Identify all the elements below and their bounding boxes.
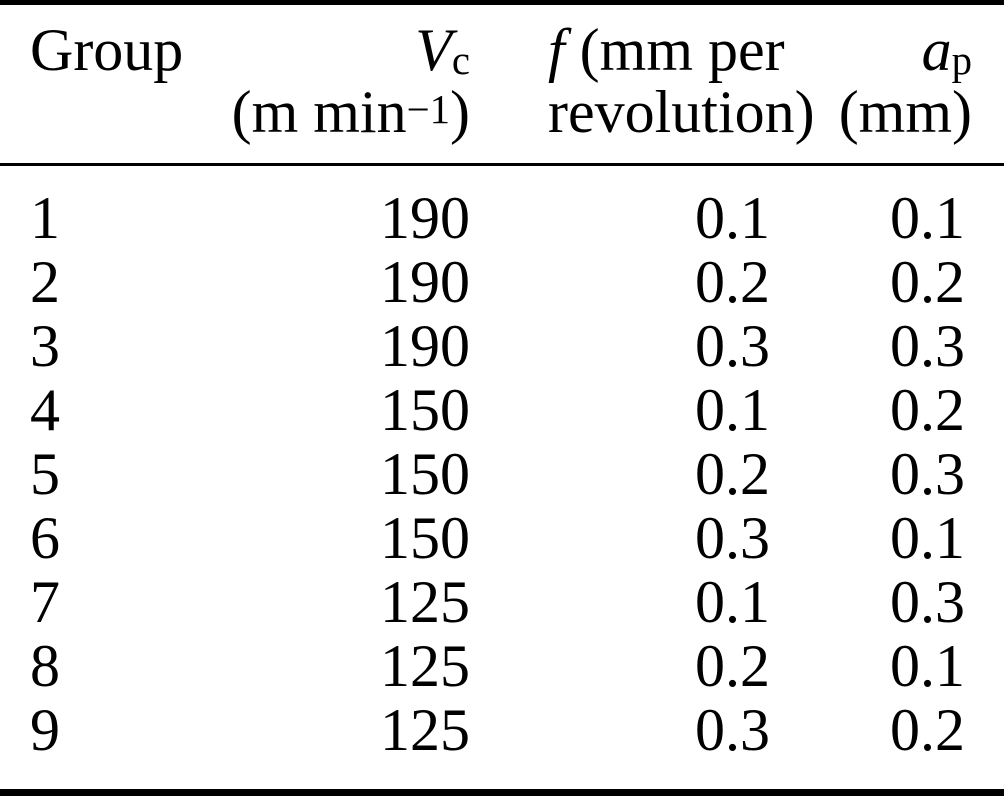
table-row: 9 125 0.3 0.2 [0,698,1004,762]
experiment-parameters-table: Group Vc (m min−1) f (mm per revolution)… [0,5,1004,762]
table-row: 6 150 0.3 0.1 [0,506,1004,570]
cell-cutting-speed: 125 [380,697,470,763]
vc-symbol: V [415,17,452,83]
cell-cutting-speed: 150 [380,441,470,507]
vc-symbol-line: Vc [200,19,470,81]
f-symbol-line: f (mm per [548,17,785,83]
column-header-feed-rate: f (mm per revolution) [470,5,815,166]
table-top-rule [0,0,1004,5]
f-symbol: f [548,17,565,83]
ap-unit-line: (mm) [838,79,972,145]
table-header: Group Vc (m min−1) f (mm per revolution)… [0,5,1004,166]
cell-depth-of-cut: 0.2 [890,377,965,443]
cell-group: 8 [30,633,60,699]
cell-depth-of-cut: 0.3 [890,569,965,635]
cell-depth-of-cut: 0.2 [890,697,965,763]
cell-cutting-speed: 150 [380,377,470,443]
cell-feed-rate: 0.3 [695,313,770,379]
cell-feed-rate: 0.2 [695,633,770,699]
table-row: 3 190 0.3 0.3 [0,314,1004,378]
cell-feed-rate: 0.1 [695,377,770,443]
cell-group: 5 [30,441,60,507]
vc-subscript: c [451,37,470,83]
table-row: 1 190 0.1 0.1 [0,165,1004,251]
table-row: 5 150 0.2 0.3 [0,442,1004,506]
cell-depth-of-cut: 0.2 [890,249,965,315]
table-row: 2 190 0.2 0.2 [0,250,1004,314]
cell-feed-rate: 0.2 [695,441,770,507]
cell-depth-of-cut: 0.1 [890,505,965,571]
cell-feed-rate: 0.1 [695,185,770,251]
cell-feed-rate: 0.2 [695,249,770,315]
column-header-group: Group [0,5,200,166]
cell-depth-of-cut: 0.3 [890,313,965,379]
vc-unit-line: (m min−1) [200,81,470,143]
cell-group: 7 [30,569,60,635]
cell-cutting-speed: 190 [380,313,470,379]
cell-cutting-speed: 125 [380,569,470,635]
vc-unit-exponent: −1 [406,87,451,133]
cell-depth-of-cut: 0.3 [890,441,965,507]
vc-unit-open: (m min [231,79,407,145]
vc-unit-close: ) [450,79,470,145]
cell-depth-of-cut: 0.1 [890,633,965,699]
cell-cutting-speed: 150 [380,505,470,571]
cell-feed-rate: 0.1 [695,569,770,635]
cell-cutting-speed: 190 [380,249,470,315]
cell-group: 3 [30,313,60,379]
cell-cutting-speed: 190 [380,185,470,251]
cell-depth-of-cut: 0.1 [890,185,965,251]
table-row: 8 125 0.2 0.1 [0,634,1004,698]
table-row: 7 125 0.1 0.3 [0,570,1004,634]
f-unit-line1: (mm per [564,17,785,83]
group-header-label: Group [30,17,184,83]
column-header-depth-of-cut: ap (mm) [770,5,1004,166]
cell-cutting-speed: 125 [380,633,470,699]
column-header-cutting-speed: Vc (m min−1) [200,5,470,166]
ap-symbol-line: ap [770,19,972,81]
f-unit-line2: revolution) [548,79,815,145]
cell-group: 4 [30,377,60,443]
cell-group: 2 [30,249,60,315]
cell-group: 9 [30,697,60,763]
cell-group: 1 [30,185,60,251]
table-bottom-rule [0,789,1004,796]
ap-symbol: a [921,17,952,83]
table-body: 1 190 0.1 0.1 2 190 0.2 0.2 3 190 0.3 0.… [0,165,1004,762]
cell-feed-rate: 0.3 [695,505,770,571]
cell-feed-rate: 0.3 [695,697,770,763]
cell-group: 6 [30,505,60,571]
table-row: 4 150 0.1 0.2 [0,378,1004,442]
ap-subscript: p [951,37,972,83]
header-row: Group Vc (m min−1) f (mm per revolution)… [0,5,1004,166]
